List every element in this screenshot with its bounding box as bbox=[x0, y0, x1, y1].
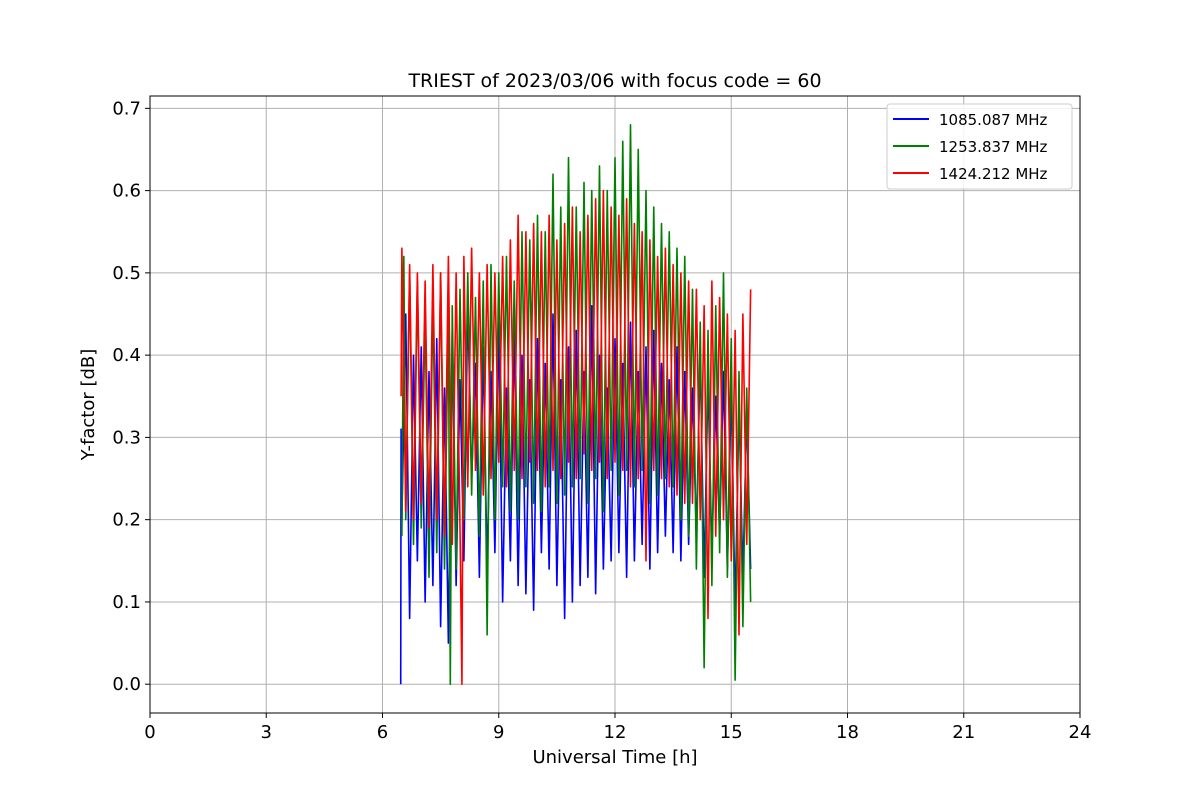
legend: 1085.087 MHz 1253.837 MHz 1424.212 MHz bbox=[886, 103, 1073, 190]
x-tick-label: 0 bbox=[144, 722, 155, 743]
y-tick-label: 0.4 bbox=[112, 345, 141, 366]
x-axis-label: Universal Time [h] bbox=[532, 747, 697, 768]
axis-ticks: 0 3 6 9 12 15 18 21 24 0.0 0.1 0.2 0.3 0.4 0.5 0.6 0.7 bbox=[112, 98, 1091, 743]
x-tick-label: 18 bbox=[836, 722, 859, 743]
legend-box bbox=[886, 103, 1073, 190]
x-tick-label: 15 bbox=[720, 722, 743, 743]
y-tick-label: 0.5 bbox=[112, 263, 141, 284]
y-tick-label: 0.0 bbox=[112, 674, 141, 695]
y-tick-label: 0.7 bbox=[112, 98, 141, 119]
x-tick-label: 6 bbox=[377, 722, 388, 743]
x-tick-label: 3 bbox=[261, 722, 272, 743]
y-tick-label: 0.6 bbox=[112, 181, 141, 202]
y-axis-label: Y-factor [dB] bbox=[78, 349, 99, 462]
y-tick-label: 0.3 bbox=[112, 427, 141, 448]
x-tick-label: 12 bbox=[604, 722, 627, 743]
legend-label: 1424.212 MHz bbox=[939, 165, 1048, 183]
series-line-2 bbox=[401, 123, 752, 686]
legend-label: 1253.837 MHz bbox=[939, 138, 1048, 156]
x-tick-label: 9 bbox=[493, 722, 504, 743]
legend-label: 1085.087 MHz bbox=[939, 111, 1048, 129]
y-tick-label: 0.2 bbox=[112, 510, 141, 531]
x-tick-label: 24 bbox=[1069, 722, 1092, 743]
series-lines bbox=[399, 123, 752, 686]
series-line-3 bbox=[400, 189, 752, 686]
x-tick-label: 21 bbox=[952, 722, 975, 743]
chart-title: TRIEST of 2023/03/06 with focus code = 6… bbox=[407, 70, 821, 92]
y-tick-label: 0.1 bbox=[112, 592, 141, 613]
